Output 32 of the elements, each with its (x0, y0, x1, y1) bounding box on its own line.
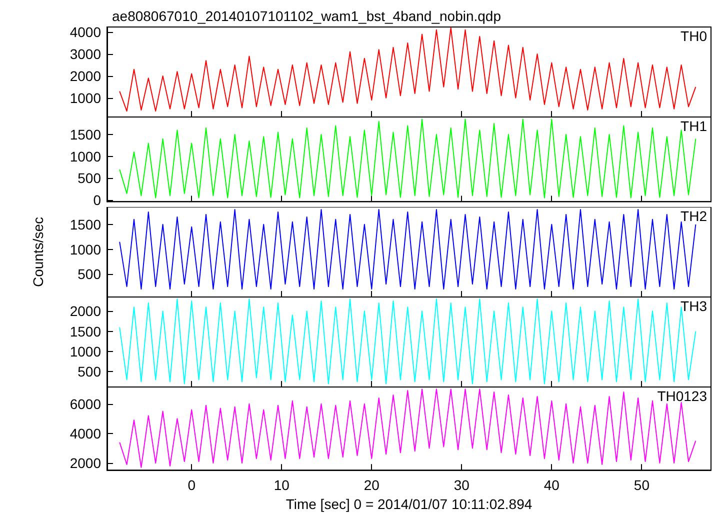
y-tick-label: 1500 (70, 216, 102, 232)
y-tick-label: 0 (93, 192, 102, 208)
x-tick-label: 10 (274, 477, 290, 494)
series-label: TH0 (680, 28, 708, 44)
x-tick-label: 50 (634, 477, 650, 494)
y-tick-label: 6000 (70, 396, 102, 412)
y-tick-label: 1000 (70, 90, 102, 106)
y-axis-title: Counts/sec (30, 216, 46, 288)
x-tick-label: 30 (454, 477, 470, 494)
x-tick-label: 20 (364, 477, 380, 494)
y-tick-label: 2000 (70, 455, 102, 472)
y-tick-label: 500 (78, 170, 102, 186)
y-tick-label: 1000 (70, 241, 102, 258)
y-tick-label: 1500 (70, 126, 102, 142)
series-label: TH2 (680, 208, 708, 224)
y-tick-label: 2000 (70, 68, 102, 84)
y-tick-label: 1000 (70, 343, 102, 360)
chart-title: ae808067010_20140107101102_wam1_bst_4band_nobin.qdp (112, 8, 502, 24)
x-tick-label: 0 (188, 477, 196, 494)
x-axis-title: Time [sec] 0 = 2014/01/07 10:11:02.894 (286, 496, 532, 512)
series-label: TH1 (680, 118, 708, 134)
y-tick-label: 4000 (70, 24, 102, 40)
y-tick-label: 500 (78, 364, 102, 380)
x-tick-label: 40 (544, 477, 560, 494)
series-label: TH3 (680, 298, 708, 314)
series-label: TH0123 (657, 388, 708, 404)
y-tick-label: 500 (78, 266, 102, 282)
y-tick-label: 3000 (70, 46, 102, 62)
y-tick-label: 1500 (70, 323, 102, 340)
y-tick-label: 1000 (70, 148, 102, 164)
y-tick-label: 2000 (70, 303, 102, 320)
y-tick-label: 4000 (70, 425, 102, 442)
